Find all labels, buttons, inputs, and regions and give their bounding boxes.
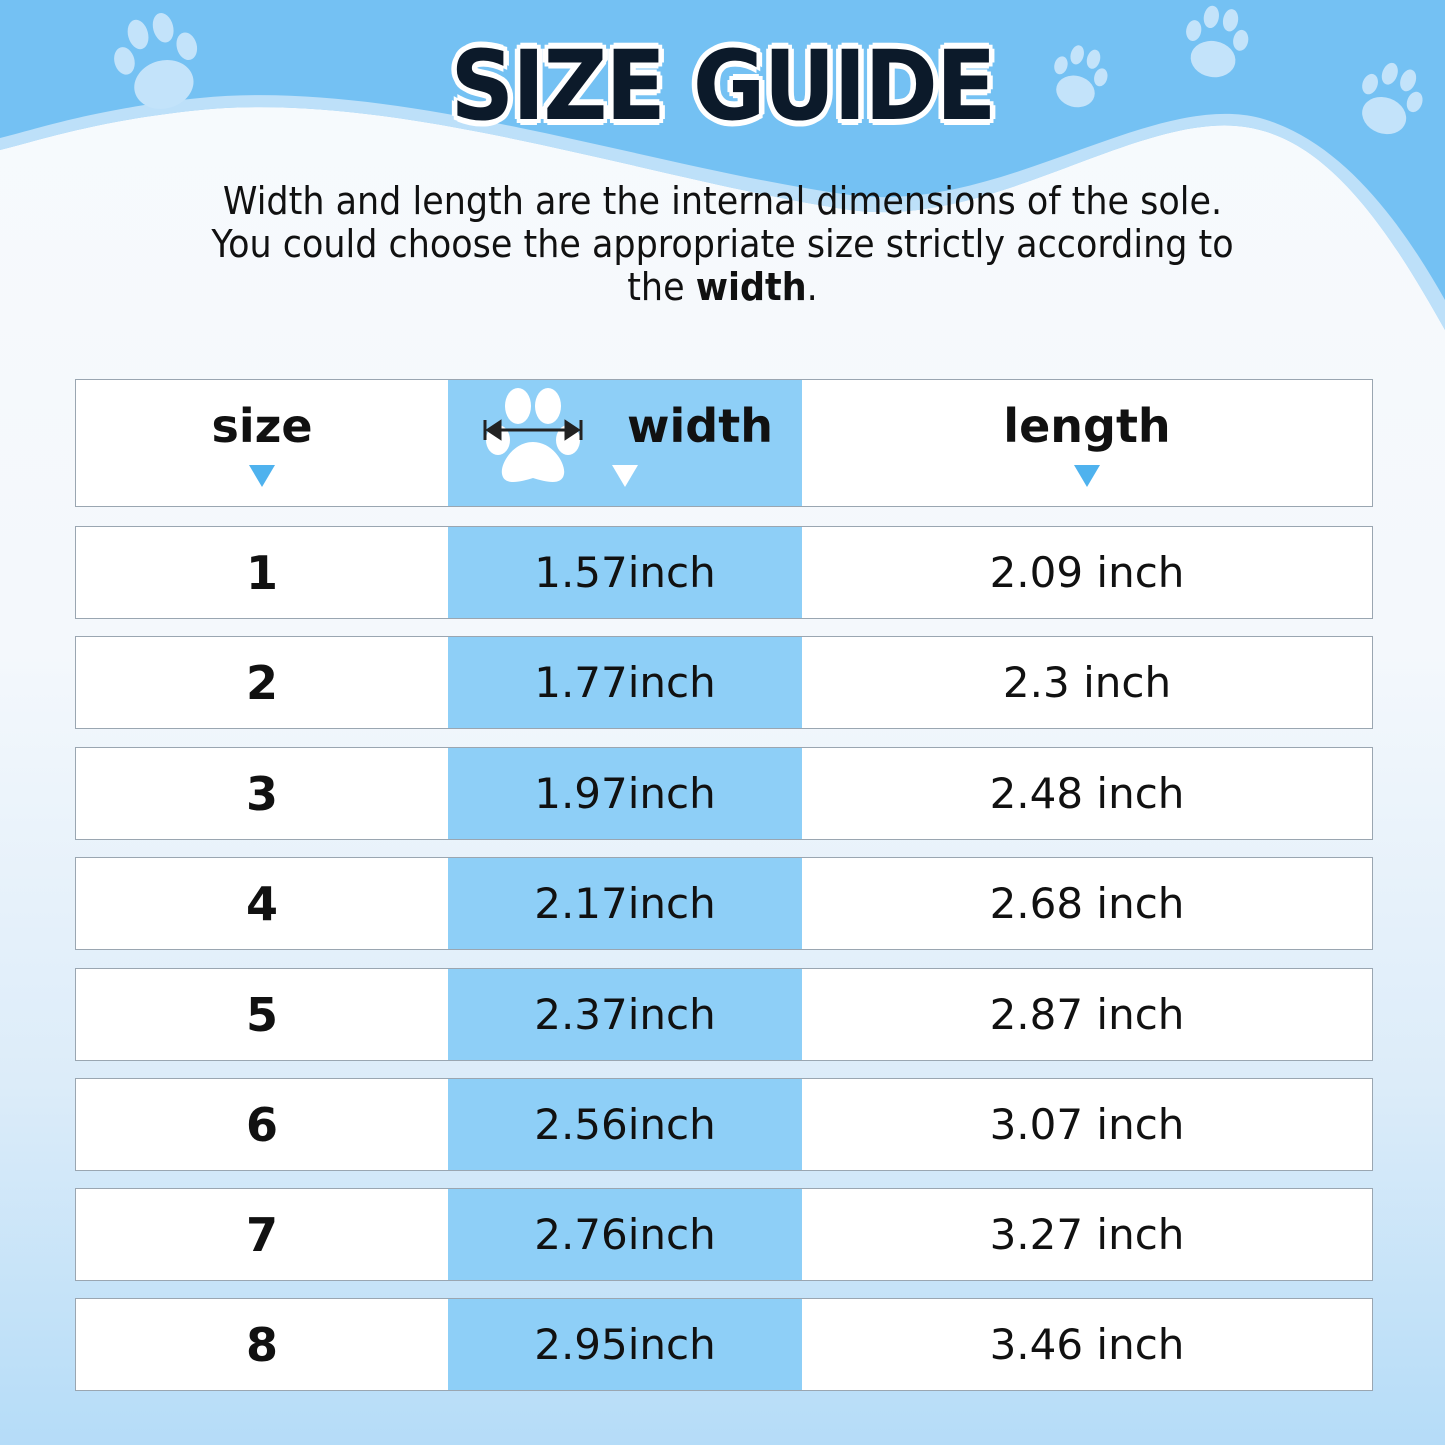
length-cell: 2.48 inch xyxy=(989,769,1185,818)
length-cell: 2.68 inch xyxy=(989,879,1185,928)
size-cell: 5 xyxy=(245,987,278,1042)
table-row: 2 1.77inch 2.3 inch xyxy=(75,636,1373,729)
table-row: 7 2.76inch 3.27 inch xyxy=(75,1188,1373,1281)
paw-print-icon xyxy=(114,5,1423,135)
table-row: 6 2.56inch 3.07 inch xyxy=(75,1078,1373,1171)
width-cell: 2.56inch xyxy=(448,1079,802,1170)
header-width: width xyxy=(448,380,802,506)
description-end: . xyxy=(806,265,818,309)
width-cell: 2.17inch xyxy=(448,858,802,949)
triangle-down-icon xyxy=(612,465,638,487)
table-row: 8 2.95inch 3.46 inch xyxy=(75,1298,1373,1391)
size-cell: 8 xyxy=(245,1317,278,1372)
length-cell: 3.46 inch xyxy=(989,1320,1185,1369)
size-cell: 1 xyxy=(245,545,278,600)
size-cell: 2 xyxy=(245,655,278,710)
length-cell: 2.87 inch xyxy=(989,990,1185,1039)
table-row: 1 1.57inch 2.09 inch xyxy=(75,526,1373,619)
width-cell: 2.76inch xyxy=(448,1189,802,1280)
description: Width and length are the internal dimens… xyxy=(205,180,1240,309)
header-size: size xyxy=(76,380,448,506)
width-cell: 1.77inch xyxy=(448,637,802,728)
length-cell: 3.27 inch xyxy=(989,1210,1185,1259)
triangle-down-icon xyxy=(249,465,275,487)
header-label: size xyxy=(211,399,313,453)
size-cell: 6 xyxy=(245,1097,278,1152)
length-cell: 3.07 inch xyxy=(989,1100,1185,1149)
width-cell: 1.57inch xyxy=(448,527,802,618)
triangle-down-icon xyxy=(1074,465,1100,487)
page-title: SIZE GUIDE xyxy=(450,30,997,142)
description-text: Width and length are the internal dimens… xyxy=(211,179,1234,309)
paw-width-icon xyxy=(483,388,583,482)
size-cell: 4 xyxy=(245,876,278,931)
width-cell: 1.97inch xyxy=(448,748,802,839)
size-cell: 3 xyxy=(245,766,278,821)
header-length: length xyxy=(802,380,1372,506)
width-cell: 2.37inch xyxy=(448,969,802,1060)
size-cell: 7 xyxy=(245,1207,278,1262)
length-cell: 2.09 inch xyxy=(989,548,1185,597)
table-row: 5 2.37inch 2.87 inch xyxy=(75,968,1373,1061)
description-bold: width xyxy=(695,265,807,309)
table-row: 4 2.17inch 2.68 inch xyxy=(75,857,1373,950)
width-cell: 2.95inch xyxy=(448,1299,802,1390)
header-label: width xyxy=(627,399,773,453)
header-label: length xyxy=(1003,399,1171,453)
length-cell: 2.3 inch xyxy=(1002,658,1172,707)
table-header: size width length xyxy=(75,379,1373,507)
table-row: 3 1.97inch 2.48 inch xyxy=(75,747,1373,840)
